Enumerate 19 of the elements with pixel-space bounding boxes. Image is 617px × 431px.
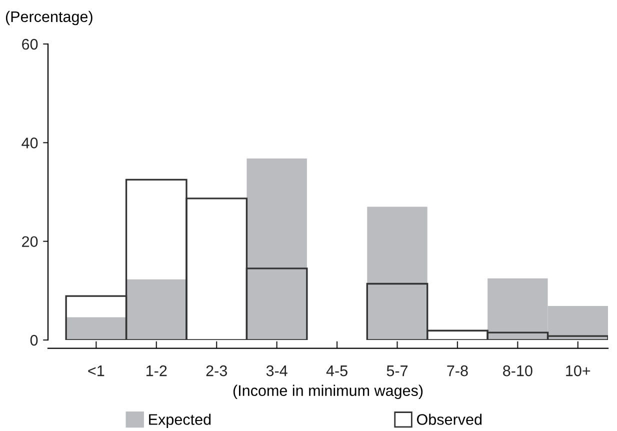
y-tick-label: 40 [22, 138, 38, 148]
x-tick-label: 4-5 [326, 366, 348, 376]
legend-label: Expected [149, 414, 211, 428]
x-tick-label: 2-3 [206, 365, 227, 376]
x-axis-title: (Income in minimum wages) [233, 384, 423, 400]
x-tick-label: 5-7 [386, 366, 408, 376]
x-tick-label: 10+ [566, 365, 590, 376]
x-tick-label: 8-10 [503, 365, 532, 376]
y-tick-label: 60 [22, 38, 38, 50]
y-tick-label: 0 [30, 334, 38, 346]
y-tick-label: 20 [22, 236, 38, 248]
y-axis-title: (Percentage) [6, 10, 92, 26]
x-tick-label: <1 [88, 366, 104, 376]
x-tick-label: 1-2 [146, 365, 167, 376]
x-tick-label: 3-4 [266, 365, 288, 376]
bar [367, 206, 428, 340]
x-tick-label: 7-8 [447, 365, 468, 376]
bar [246, 158, 307, 340]
legend-label: Observed [416, 414, 482, 425]
